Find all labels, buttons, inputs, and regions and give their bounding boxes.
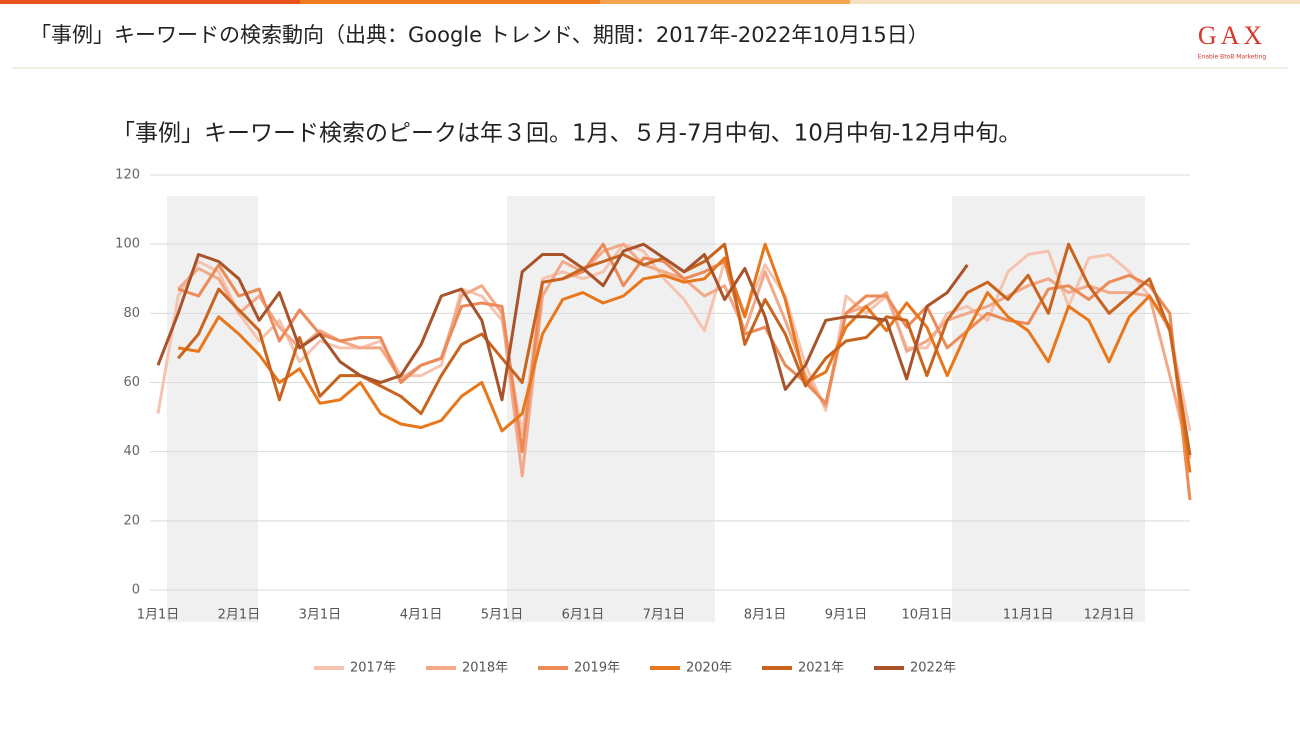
logo-tagline: Enable BtoB Marketing bbox=[1198, 54, 1267, 61]
period-shade bbox=[507, 196, 715, 622]
y-tick-label: 60 bbox=[123, 375, 140, 390]
logo: GAX bbox=[1198, 21, 1266, 50]
series-line bbox=[156, 242, 969, 402]
y-tick-label: 100 bbox=[115, 237, 140, 252]
x-tick-label: 8月1日 bbox=[744, 608, 787, 623]
x-tick-label: 9月1日 bbox=[825, 608, 868, 623]
x-tick-label: 1月1日 bbox=[137, 608, 180, 623]
x-tick-label: 4月1日 bbox=[400, 608, 443, 623]
y-tick-label: 40 bbox=[123, 444, 140, 459]
plot: 0 20 40 60 80 100 120 1月1日 2月1日 3月1日 4月1日 5月1日 6月1日 7… bbox=[115, 168, 1192, 676]
y-tick-label: 0 bbox=[132, 583, 140, 598]
series-line bbox=[177, 242, 1192, 501]
legend-label: 2018年 bbox=[462, 661, 508, 676]
period-shade bbox=[952, 196, 1145, 622]
x-tick-label: 10月1日 bbox=[902, 608, 953, 623]
legend-label: 2019年 bbox=[574, 661, 620, 676]
x-tick-label: 2月1日 bbox=[218, 608, 261, 623]
y-tick-label: 80 bbox=[123, 306, 140, 321]
x-tick-label: 3月1日 bbox=[299, 608, 342, 623]
x-tick-label: 5月1日 bbox=[481, 608, 524, 623]
top-bar bbox=[600, 0, 850, 4]
legend-label: 2022年 bbox=[910, 661, 956, 676]
y-tick-label: 120 bbox=[115, 168, 140, 183]
legend-label: 2020年 bbox=[686, 661, 732, 676]
legend-label: 2017年 bbox=[350, 661, 396, 676]
header-title: 「事例」キーワードの検索動向（出典：Google トレンド、期間：2017年-2… bbox=[30, 23, 929, 47]
top-bar bbox=[0, 0, 300, 4]
legend-label: 2021年 bbox=[798, 661, 844, 676]
series-line bbox=[156, 242, 1192, 436]
x-tick-label: 6月1日 bbox=[562, 608, 605, 623]
series-line bbox=[177, 242, 1192, 473]
x-tick-label: 7月1日 bbox=[643, 608, 686, 623]
x-tick-label: 11月1日 bbox=[1003, 608, 1054, 623]
top-bar bbox=[300, 0, 600, 4]
x-tick-label: 12月1日 bbox=[1084, 608, 1135, 623]
y-tick-label: 20 bbox=[123, 513, 140, 528]
top-bar bbox=[850, 0, 1300, 4]
chart-title: 「事例」キーワード検索のピークは年３回。1月、５月-7月中旬、10月中旬-12月… bbox=[112, 121, 1021, 147]
